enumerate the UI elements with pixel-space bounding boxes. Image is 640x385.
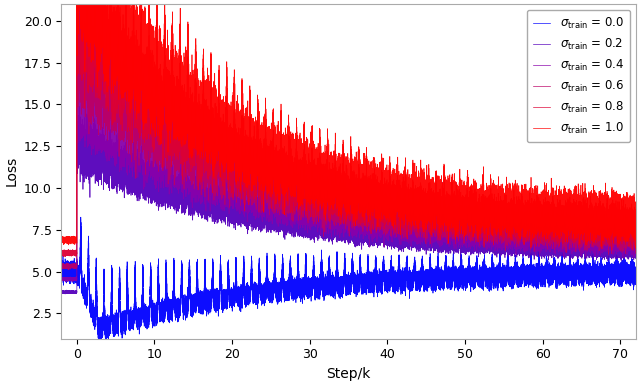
$\sigma_{\mathrm{train}}$ = 0.4	[166, 164, 173, 169]
$\sigma_{\mathrm{train}}$ = 0.8	[166, 96, 173, 100]
$\sigma_{\mathrm{train}}$ = 0.8	[58, 253, 65, 257]
Line: $\sigma_{\mathrm{train}}$ = 0.4: $\sigma_{\mathrm{train}}$ = 0.4	[61, 42, 636, 282]
$\sigma_{\mathrm{train}}$ = 0.0	[95, 340, 103, 344]
$\sigma_{\mathrm{train}}$ = 0.8	[572, 221, 580, 225]
$\sigma_{\mathrm{train}}$ = 0.4	[58, 278, 65, 283]
$\sigma_{\mathrm{train}}$ = 0.0	[77, 215, 84, 219]
$\sigma_{\mathrm{train}}$ = 0.8	[62, 254, 70, 259]
$\sigma_{\mathrm{train}}$ = 0.2	[302, 213, 310, 218]
$\sigma_{\mathrm{train}}$ = 0.8	[507, 209, 515, 214]
$\sigma_{\mathrm{train}}$ = 0.2	[349, 230, 356, 234]
$\sigma_{\mathrm{train}}$ = 0.0	[302, 269, 310, 274]
Line: $\sigma_{\mathrm{train}}$ = 0.6: $\sigma_{\mathrm{train}}$ = 0.6	[61, 0, 636, 270]
$\sigma_{\mathrm{train}}$ = 1.0	[507, 201, 515, 206]
$\sigma_{\mathrm{train}}$ = 1.0	[349, 185, 356, 190]
$\sigma_{\mathrm{train}}$ = 0.4	[572, 241, 580, 246]
$\sigma_{\mathrm{train}}$ = 0.8	[284, 167, 292, 172]
Line: $\sigma_{\mathrm{train}}$ = 1.0: $\sigma_{\mathrm{train}}$ = 1.0	[61, 0, 636, 248]
$\sigma_{\mathrm{train}}$ = 1.0	[58, 238, 65, 242]
$\sigma_{\mathrm{train}}$ = 0.2	[284, 216, 292, 221]
$\sigma_{\mathrm{train}}$ = 1.0	[632, 225, 639, 230]
Line: $\sigma_{\mathrm{train}}$ = 0.8: $\sigma_{\mathrm{train}}$ = 0.8	[61, 0, 636, 256]
$\sigma_{\mathrm{train}}$ = 0.0	[284, 290, 292, 294]
$\sigma_{\mathrm{train}}$ = 0.4	[632, 241, 639, 246]
Line: $\sigma_{\mathrm{train}}$ = 0.2: $\sigma_{\mathrm{train}}$ = 0.2	[61, 106, 636, 294]
$\sigma_{\mathrm{train}}$ = 0.0	[572, 268, 580, 273]
$\sigma_{\mathrm{train}}$ = 0.4	[349, 217, 356, 222]
$\sigma_{\mathrm{train}}$ = 0.4	[284, 208, 292, 212]
$\sigma_{\mathrm{train}}$ = 0.6	[349, 197, 356, 201]
$\sigma_{\mathrm{train}}$ = 0.6	[302, 204, 310, 208]
$\sigma_{\mathrm{train}}$ = 0.0	[507, 274, 515, 279]
$\sigma_{\mathrm{train}}$ = 0.4	[76, 40, 83, 45]
$\sigma_{\mathrm{train}}$ = 0.0	[58, 267, 65, 272]
$\sigma_{\mathrm{train}}$ = 0.0	[632, 270, 639, 275]
$\sigma_{\mathrm{train}}$ = 0.2	[507, 243, 515, 248]
$\sigma_{\mathrm{train}}$ = 0.6	[284, 196, 292, 201]
$\sigma_{\mathrm{train}}$ = 0.8	[302, 185, 310, 190]
$\sigma_{\mathrm{train}}$ = 0.8	[349, 204, 356, 208]
$\sigma_{\mathrm{train}}$ = 1.0	[572, 208, 580, 213]
$\sigma_{\mathrm{train}}$ = 0.2	[632, 253, 639, 257]
$\sigma_{\mathrm{train}}$ = 0.6	[166, 129, 173, 134]
Legend: $\sigma_{\mathrm{train}}$ = 0.0, $\sigma_{\mathrm{train}}$ = 0.2, $\sigma_{\math: $\sigma_{\mathrm{train}}$ = 0.0, $\sigma…	[527, 10, 630, 142]
$\sigma_{\mathrm{train}}$ = 0.6	[58, 263, 65, 267]
$\sigma_{\mathrm{train}}$ = 1.0	[284, 161, 292, 166]
$\sigma_{\mathrm{train}}$ = 0.0	[349, 262, 356, 267]
$\sigma_{\mathrm{train}}$ = 0.2	[572, 249, 580, 254]
$\sigma_{\mathrm{train}}$ = 0.6	[65, 268, 72, 272]
$\sigma_{\mathrm{train}}$ = 0.6	[572, 230, 580, 235]
$\sigma_{\mathrm{train}}$ = 0.4	[507, 233, 515, 237]
$\sigma_{\mathrm{train}}$ = 1.0	[632, 246, 639, 251]
$\sigma_{\mathrm{train}}$ = 0.2	[61, 292, 69, 296]
Y-axis label: Loss: Loss	[4, 156, 18, 186]
$\sigma_{\mathrm{train}}$ = 0.8	[632, 228, 639, 232]
$\sigma_{\mathrm{train}}$ = 1.0	[166, 94, 173, 99]
Line: $\sigma_{\mathrm{train}}$ = 0.0: $\sigma_{\mathrm{train}}$ = 0.0	[61, 217, 636, 342]
$\sigma_{\mathrm{train}}$ = 0.2	[166, 193, 173, 198]
$\sigma_{\mathrm{train}}$ = 0.4	[302, 212, 310, 217]
$\sigma_{\mathrm{train}}$ = 0.6	[632, 230, 639, 234]
$\sigma_{\mathrm{train}}$ = 0.2	[76, 104, 83, 109]
$\sigma_{\mathrm{train}}$ = 0.2	[58, 290, 65, 295]
X-axis label: Step/k: Step/k	[326, 367, 371, 381]
$\sigma_{\mathrm{train}}$ = 0.0	[166, 303, 173, 307]
$\sigma_{\mathrm{train}}$ = 0.4	[61, 280, 69, 284]
$\sigma_{\mathrm{train}}$ = 1.0	[302, 181, 310, 186]
$\sigma_{\mathrm{train}}$ = 0.6	[507, 226, 515, 231]
